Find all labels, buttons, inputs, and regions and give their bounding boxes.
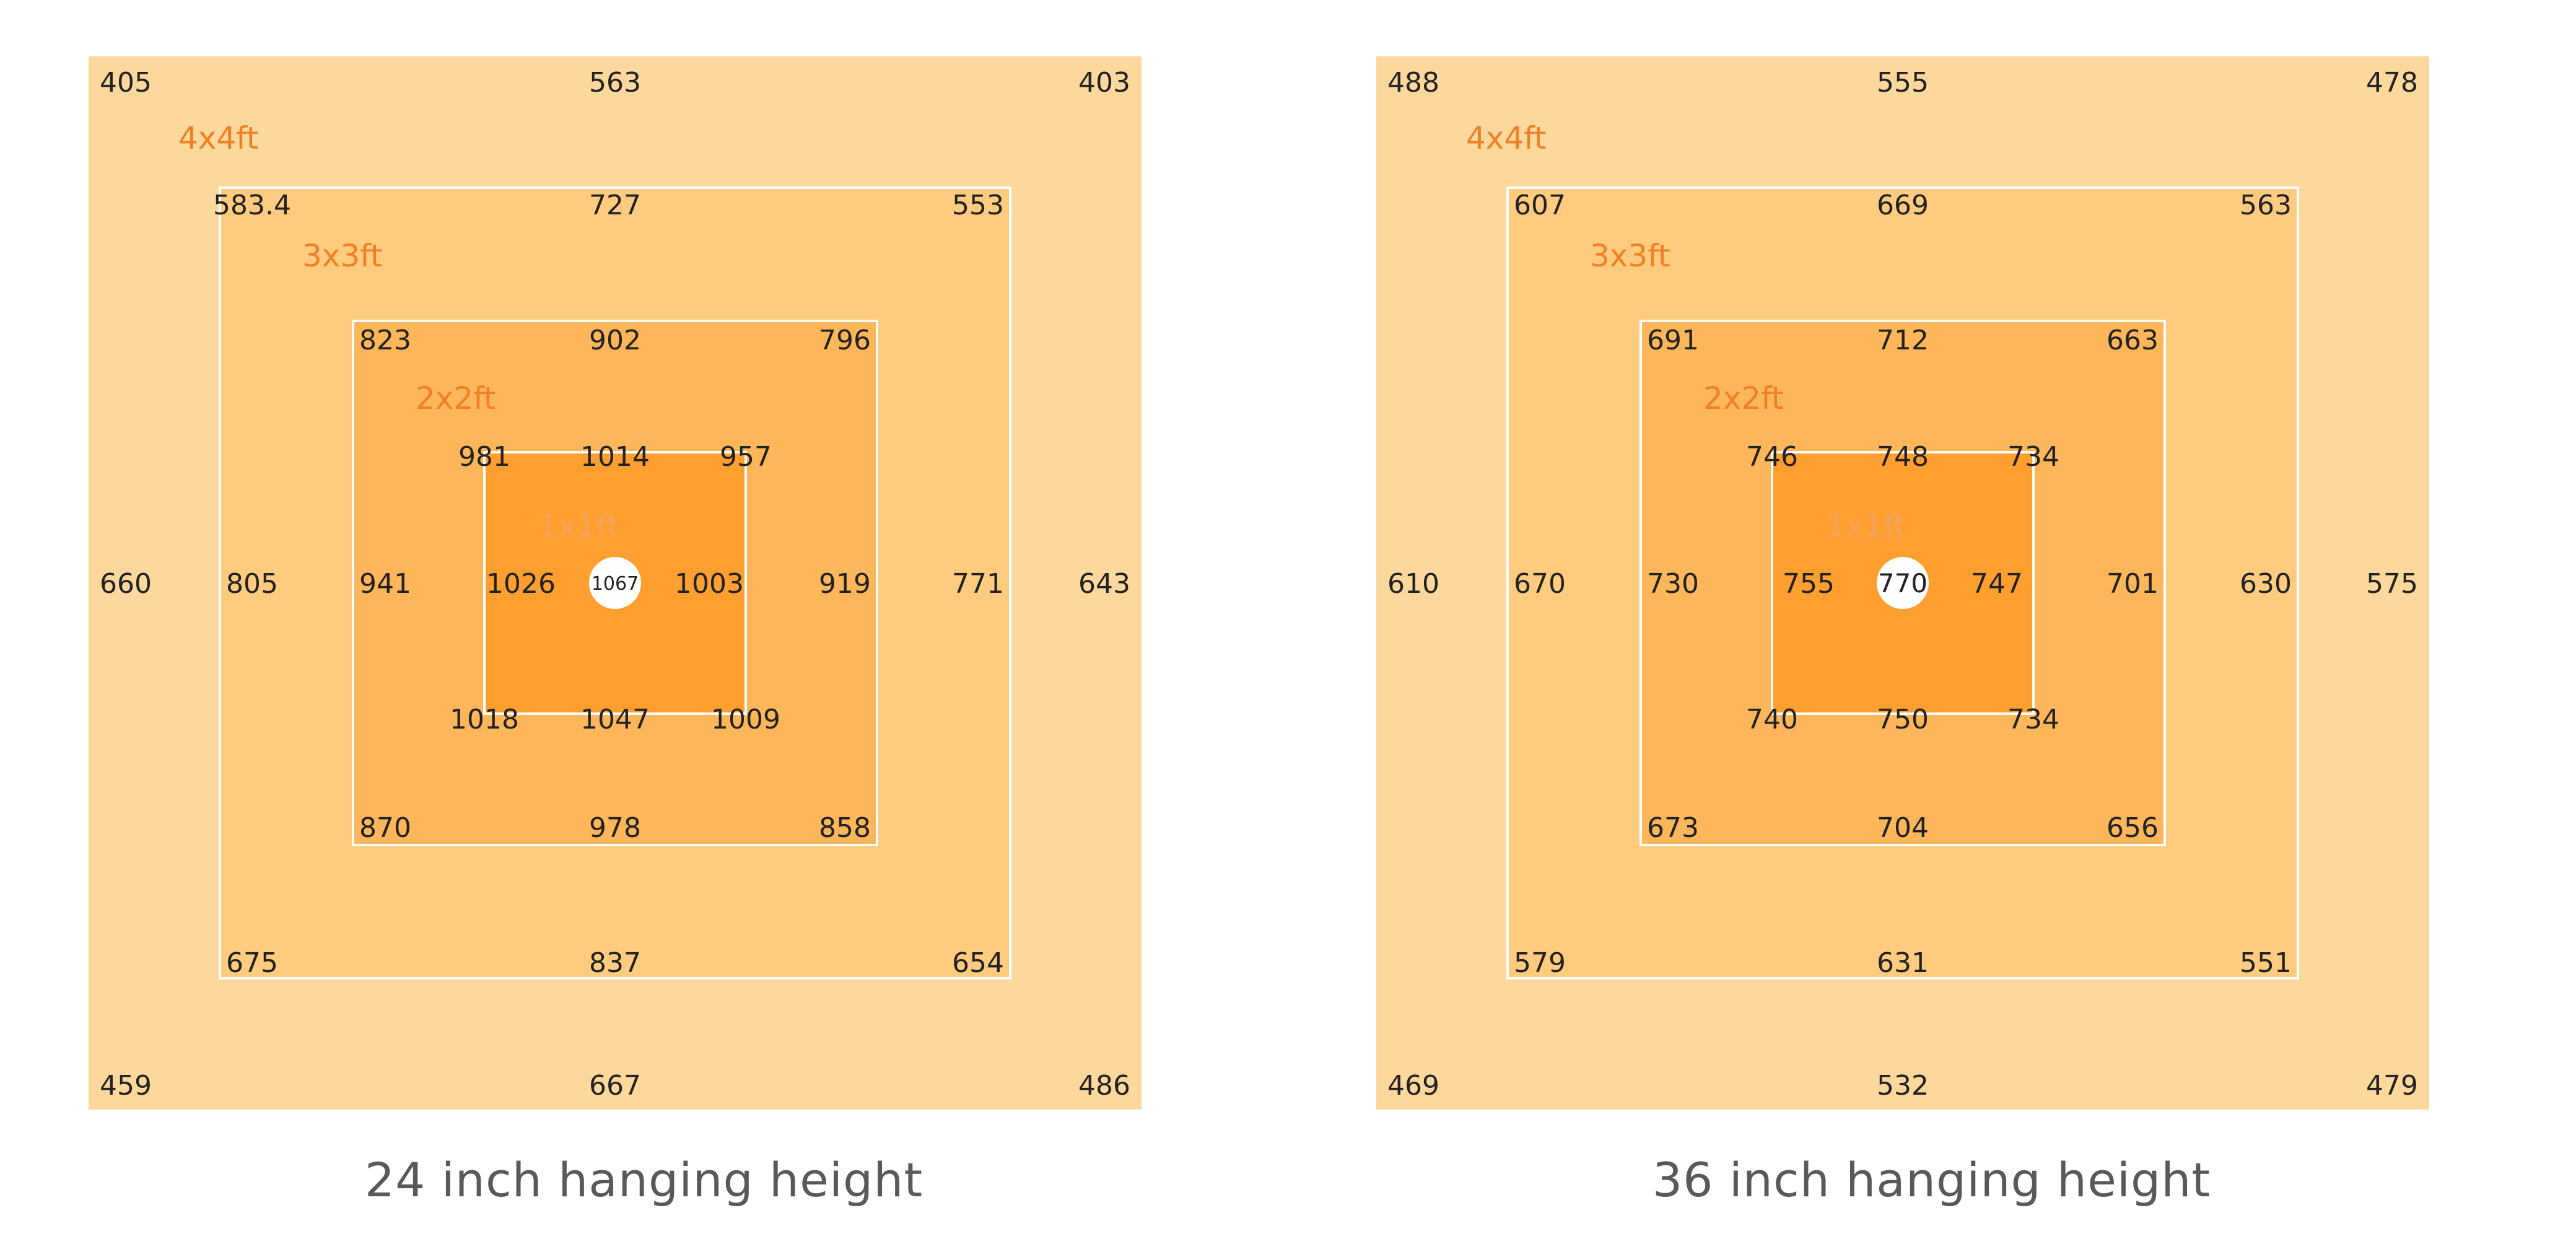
zone-4x4-label-36-inch: 4x4ft	[1466, 120, 1547, 156]
value-2x2-bl-24-inch: 870	[359, 812, 411, 844]
value-1x1-tl-24-inch: 981	[458, 441, 510, 473]
value-1x1-ml-36-inch: 755	[1783, 568, 1835, 600]
value-1x1-tr-24-inch: 957	[720, 441, 772, 473]
value-3x3-tl-36-inch: 607	[1514, 190, 1566, 221]
value-1x1-bl-36-inch: 740	[1746, 704, 1798, 735]
value-2x2-ml-36-inch: 730	[1647, 568, 1699, 600]
value-2x2-br-24-inch: 858	[819, 812, 871, 844]
value-4x4-br-36-inch: 479	[2366, 1070, 2418, 1102]
value-1x1-mr-36-inch: 747	[1971, 568, 2023, 600]
value-1x1-br-24-inch: 1009	[711, 704, 780, 735]
zone-3x3-square-36-inch	[1506, 186, 2299, 979]
zone-3x3-label-24-inch: 3x3ft	[302, 238, 383, 274]
value-2x2-ml-24-inch: 941	[359, 568, 411, 600]
value-3x3-mr-24-inch: 771	[952, 568, 1004, 600]
value-3x3-br-36-inch: 551	[2240, 947, 2292, 979]
value-4x4-tr-24-inch: 403	[1078, 67, 1130, 99]
value-2x2-mr-24-inch: 919	[819, 568, 871, 600]
value-2x2-tm-24-inch: 902	[589, 325, 641, 356]
value-2x2-tl-36-inch: 691	[1647, 325, 1699, 356]
value-2x2-tr-24-inch: 796	[819, 325, 871, 356]
value-4x4-mr-36-inch: 575	[2366, 568, 2418, 600]
caption-24-inch: 24 inch hanging height	[364, 1152, 923, 1207]
value-3x3-bl-24-inch: 675	[226, 947, 278, 979]
value-4x4-tm-36-inch: 555	[1877, 67, 1929, 99]
value-3x3-tm-36-inch: 669	[1877, 190, 1929, 221]
value-1x1-br-36-inch: 734	[2007, 704, 2059, 735]
value-4x4-ml-36-inch: 610	[1387, 568, 1439, 600]
zone-3x3-label-36-inch: 3x3ft	[1590, 238, 1670, 274]
value-2x2-mr-36-inch: 701	[2107, 568, 2159, 600]
value-4x4-bm-24-inch: 667	[589, 1070, 641, 1102]
ppfd-map-24-inch: 4x4ft 3x3ft 2x2ft 1x1ft 405 563 403 660 643 459 66…	[89, 56, 1142, 1110]
value-4x4-tm-24-inch: 563	[589, 67, 641, 99]
value-1x1-bm-24-inch: 1047	[580, 704, 650, 735]
value-3x3-bm-24-inch: 837	[589, 947, 641, 979]
value-2x2-tm-36-inch: 712	[1877, 325, 1929, 356]
center-value-24-inch: 1067	[592, 573, 639, 595]
panel-36-inch: 4x4ft 3x3ft 2x2ft 1x1ft 488 555 478 610 575 469 53…	[1288, 0, 2575, 1244]
zone-2x2-label-36-inch: 2x2ft	[1703, 380, 1784, 416]
value-1x1-mr-24-inch: 1003	[675, 568, 744, 600]
value-2x2-tl-24-inch: 823	[359, 325, 411, 356]
value-2x2-bm-36-inch: 704	[1877, 812, 1929, 844]
value-3x3-bl-36-inch: 579	[1514, 947, 1566, 979]
value-3x3-tl-24-inch: 583.4	[213, 190, 291, 221]
value-4x4-tr-36-inch: 478	[2366, 67, 2418, 99]
value-1x1-tm-36-inch: 748	[1877, 441, 1929, 473]
zone-1x1-label-36-inch: 1x1ft	[1826, 508, 1906, 544]
caption-36-inch: 36 inch hanging height	[1652, 1152, 2211, 1207]
value-1x1-tr-36-inch: 734	[2007, 441, 2059, 473]
value-3x3-tm-24-inch: 727	[589, 190, 641, 221]
value-1x1-bl-24-inch: 1018	[450, 704, 519, 735]
value-3x3-tr-36-inch: 563	[2240, 190, 2292, 221]
value-3x3-tr-24-inch: 553	[952, 190, 1004, 221]
value-4x4-bl-24-inch: 459	[100, 1070, 152, 1102]
value-3x3-bm-36-inch: 631	[1877, 947, 1929, 979]
value-4x4-br-24-inch: 486	[1078, 1070, 1130, 1102]
panel-24-inch: 4x4ft 3x3ft 2x2ft 1x1ft 405 563 403 660 643 459 66…	[89, 56, 1142, 1207]
value-4x4-tl-36-inch: 488	[1387, 67, 1439, 99]
value-4x4-bm-36-inch: 532	[1877, 1070, 1929, 1102]
value-1x1-tl-36-inch: 746	[1746, 441, 1798, 473]
zone-4x4-label-24-inch: 4x4ft	[178, 120, 259, 156]
value-2x2-tr-36-inch: 663	[2107, 325, 2159, 356]
ppfd-map-36-inch: 4x4ft 3x3ft 2x2ft 1x1ft 488 555 478 610 575 469 53…	[1376, 56, 2429, 1110]
zone-1x1-label-24-inch: 1x1ft	[538, 508, 619, 544]
value-1x1-tm-24-inch: 1014	[580, 441, 650, 473]
value-4x4-bl-36-inch: 469	[1387, 1070, 1439, 1102]
value-4x4-mr-24-inch: 643	[1078, 568, 1130, 600]
value-2x2-bm-24-inch: 978	[589, 812, 641, 844]
value-3x3-mr-36-inch: 630	[2240, 568, 2292, 600]
center-value-36-inch: 770	[1878, 568, 1928, 598]
value-1x1-bm-36-inch: 750	[1877, 704, 1929, 735]
value-3x3-ml-36-inch: 670	[1514, 568, 1566, 600]
value-4x4-tl-24-inch: 405	[100, 67, 152, 99]
center-point-24-inch	[589, 557, 641, 609]
value-3x3-br-24-inch: 654	[952, 947, 1004, 979]
value-1x1-ml-24-inch: 1026	[486, 568, 556, 600]
value-3x3-ml-24-inch: 805	[226, 568, 278, 600]
center-point-36-inch	[1877, 557, 1929, 609]
value-2x2-br-36-inch: 656	[2107, 812, 2159, 844]
zone-2x2-label-24-inch: 2x2ft	[416, 380, 496, 416]
value-4x4-ml-24-inch: 660	[100, 568, 152, 600]
value-2x2-bl-36-inch: 673	[1647, 812, 1699, 844]
